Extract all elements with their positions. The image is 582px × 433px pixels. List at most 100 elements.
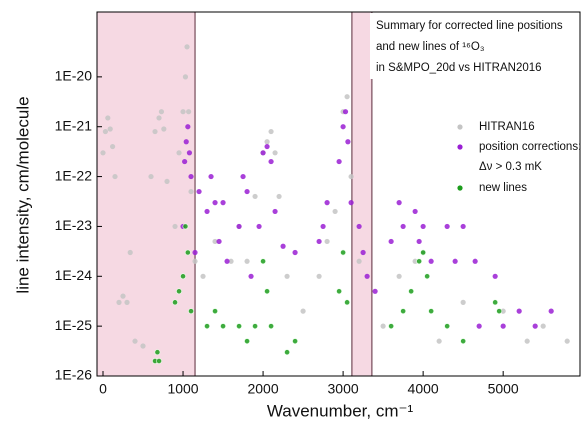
data-point	[342, 109, 349, 115]
data-point	[132, 338, 138, 344]
x-tick-label: 2000	[247, 381, 278, 397]
data-point	[204, 208, 210, 215]
y-tick-label: 1E-22	[55, 167, 93, 183]
data-point	[172, 299, 178, 306]
data-point	[284, 349, 290, 356]
data-point	[548, 308, 554, 314]
data-point	[344, 299, 351, 306]
shaded-range	[351, 12, 372, 376]
data-point	[460, 299, 466, 305]
data-point	[196, 188, 202, 195]
data-point	[212, 200, 218, 206]
data-point	[284, 273, 290, 279]
y-tick-label: 1E-25	[55, 317, 93, 333]
data-point	[236, 323, 242, 330]
data-point	[140, 343, 146, 349]
data-point	[268, 323, 274, 330]
legend-marker	[457, 144, 463, 150]
data-point	[228, 258, 234, 264]
data-point	[360, 249, 366, 256]
data-point	[127, 249, 133, 256]
data-point	[340, 249, 347, 256]
data-point	[416, 238, 422, 245]
data-point	[332, 208, 338, 215]
data-point	[185, 124, 191, 130]
data-point	[176, 150, 182, 156]
legend-note: Δν > 0.3 mK	[479, 161, 542, 173]
data-point	[428, 258, 434, 264]
data-point	[252, 323, 258, 330]
data-point	[316, 273, 322, 279]
x-tick-label: 0	[99, 381, 107, 397]
x-tick-label: 1000	[167, 381, 198, 397]
legend-label: HITRAN16	[479, 121, 535, 133]
data-point	[182, 158, 188, 165]
data-point	[492, 299, 499, 306]
x-tick-label: 3000	[328, 381, 359, 397]
data-point	[252, 193, 258, 200]
data-point	[412, 208, 418, 215]
legend-marker	[457, 124, 463, 130]
annotation-box	[370, 13, 579, 79]
data-point	[364, 273, 370, 279]
data-point	[500, 308, 506, 314]
x-tick-label: 5000	[488, 381, 519, 397]
data-point	[264, 288, 270, 295]
data-point	[388, 238, 394, 245]
data-point	[264, 143, 270, 150]
data-point	[540, 323, 546, 329]
data-point	[336, 158, 342, 165]
data-point	[400, 308, 407, 315]
data-point	[244, 338, 250, 345]
data-point	[224, 258, 230, 264]
data-point	[192, 258, 198, 264]
data-point	[244, 188, 250, 195]
data-point	[236, 223, 242, 230]
data-point	[208, 173, 214, 180]
data-point	[532, 323, 538, 329]
data-point	[272, 208, 278, 215]
data-point	[444, 223, 450, 230]
data-point	[356, 223, 362, 230]
data-point	[182, 74, 189, 80]
data-point	[154, 349, 161, 356]
data-point	[248, 273, 254, 279]
data-point	[292, 249, 298, 256]
data-point	[148, 173, 154, 180]
data-point	[188, 308, 194, 315]
data-point	[292, 338, 298, 345]
data-point	[344, 94, 350, 100]
data-point	[256, 223, 262, 230]
data-point	[204, 323, 210, 330]
data-point	[380, 323, 386, 329]
data-point	[420, 249, 427, 256]
data-point	[186, 109, 192, 115]
data-point	[260, 258, 266, 265]
data-point	[476, 323, 482, 329]
data-point	[184, 44, 190, 50]
data-point	[348, 200, 354, 206]
data-point	[120, 293, 126, 299]
data-point	[164, 178, 170, 185]
data-point	[372, 288, 378, 294]
data-point	[192, 249, 198, 256]
data-point	[524, 338, 530, 344]
annotation-line: in S&MPO_20d vs HITRAN2016	[376, 62, 542, 74]
data-point	[186, 150, 193, 156]
data-point	[220, 323, 226, 330]
data-point	[336, 288, 343, 295]
shaded-range	[97, 12, 196, 376]
annotation-line: and new lines of ¹⁶O₃	[376, 41, 485, 53]
data-point	[496, 308, 503, 315]
data-point	[184, 249, 191, 256]
data-point	[444, 323, 451, 330]
data-point	[356, 258, 362, 264]
data-point	[564, 338, 570, 344]
data-point	[280, 243, 286, 249]
data-point	[212, 238, 218, 245]
data-point	[500, 323, 506, 329]
y-tick-label: 1E-24	[55, 267, 93, 283]
y-tick-label: 1E-26	[55, 367, 93, 383]
data-point	[396, 200, 402, 206]
